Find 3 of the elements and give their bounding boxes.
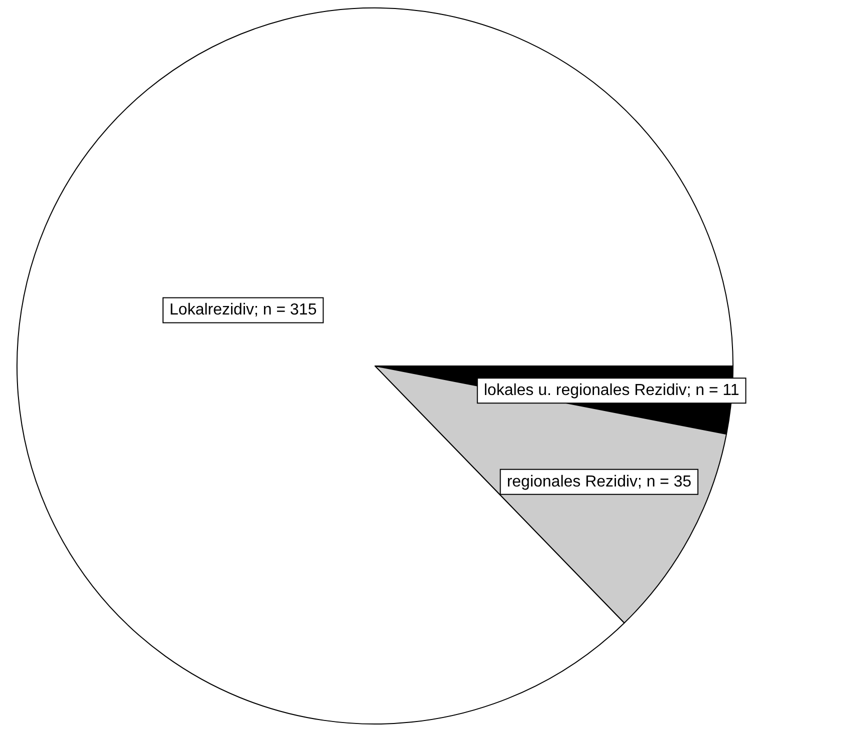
slice-label: Lokalrezidiv; n = 315 bbox=[170, 302, 317, 319]
slice-label: lokales u. regionales Rezidiv; n = 11 bbox=[484, 382, 740, 400]
slice-label: regionales Rezidiv; n = 35 bbox=[506, 473, 692, 490]
